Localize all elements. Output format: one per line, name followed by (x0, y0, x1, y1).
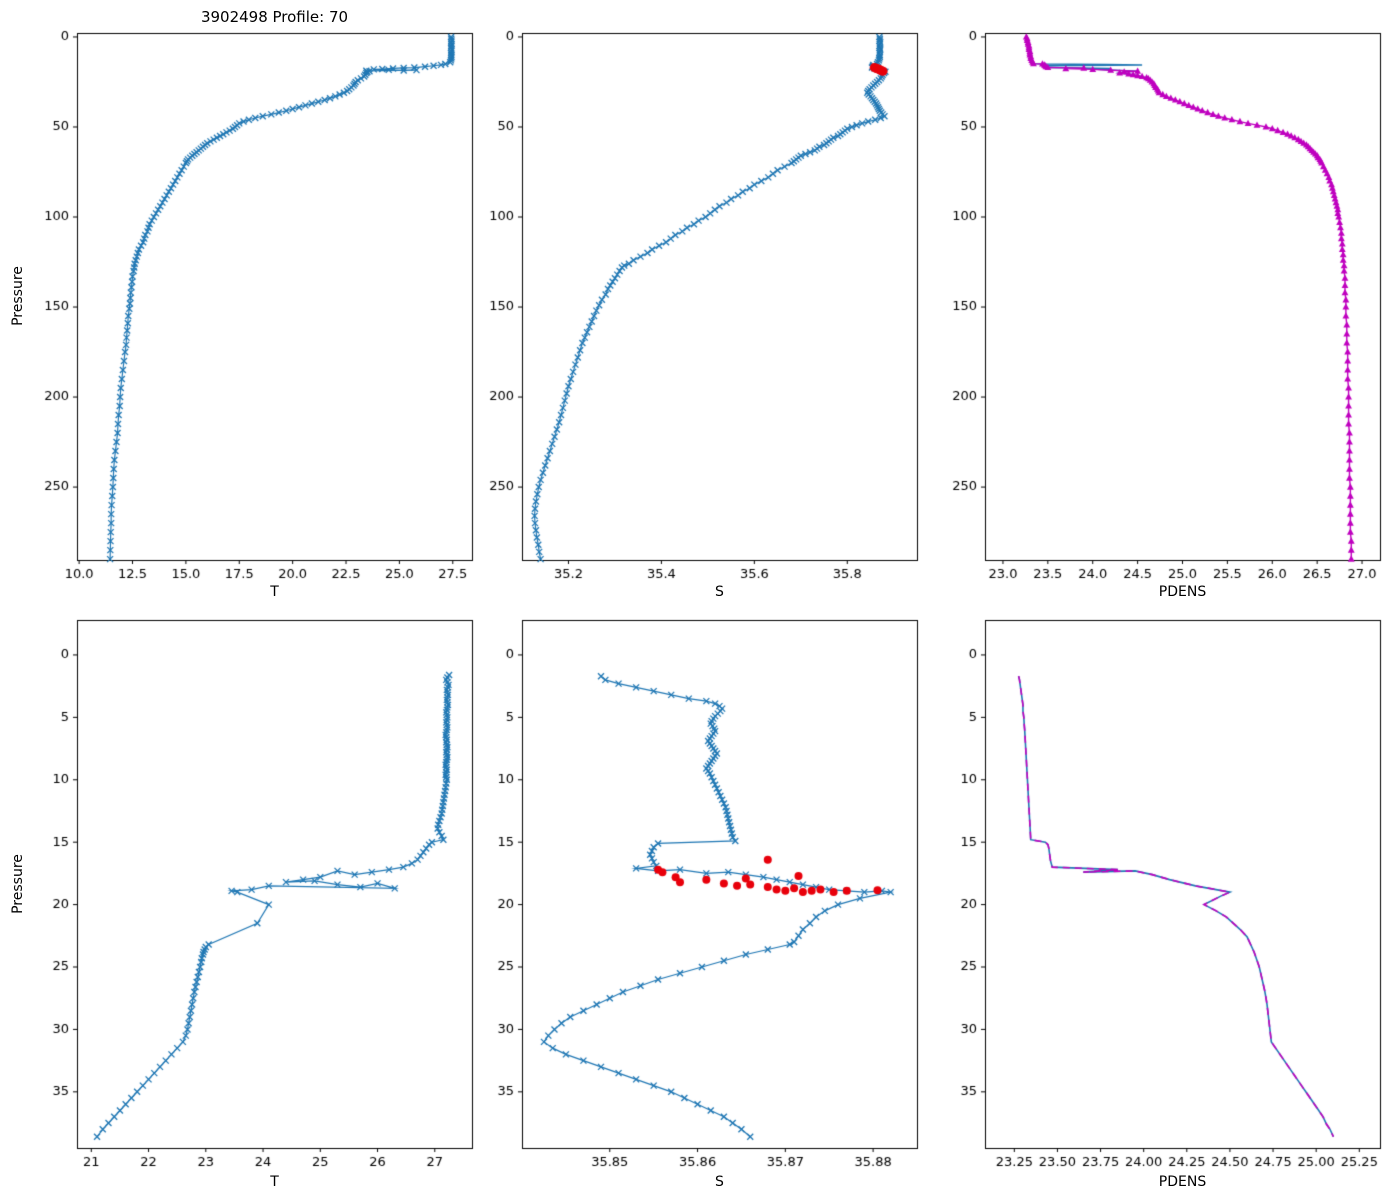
xaxis-label-pdens-bottom: PDENS (1158, 1174, 1207, 1190)
xaxis-label-s-top: S (715, 584, 724, 600)
xaxis-label-pdens-top: PDENS (1158, 584, 1207, 600)
yaxis-label-pressure-bottom: Pressure (10, 854, 26, 914)
xaxis-label-t-bottom: T (270, 1174, 279, 1190)
xaxis-label-t-top: T (270, 584, 279, 600)
xaxis-label-s-bottom: S (715, 1174, 724, 1190)
yaxis-label-pressure-top: Pressure (10, 266, 26, 326)
figure-title: 3902498 Profile: 70 (200, 8, 349, 26)
